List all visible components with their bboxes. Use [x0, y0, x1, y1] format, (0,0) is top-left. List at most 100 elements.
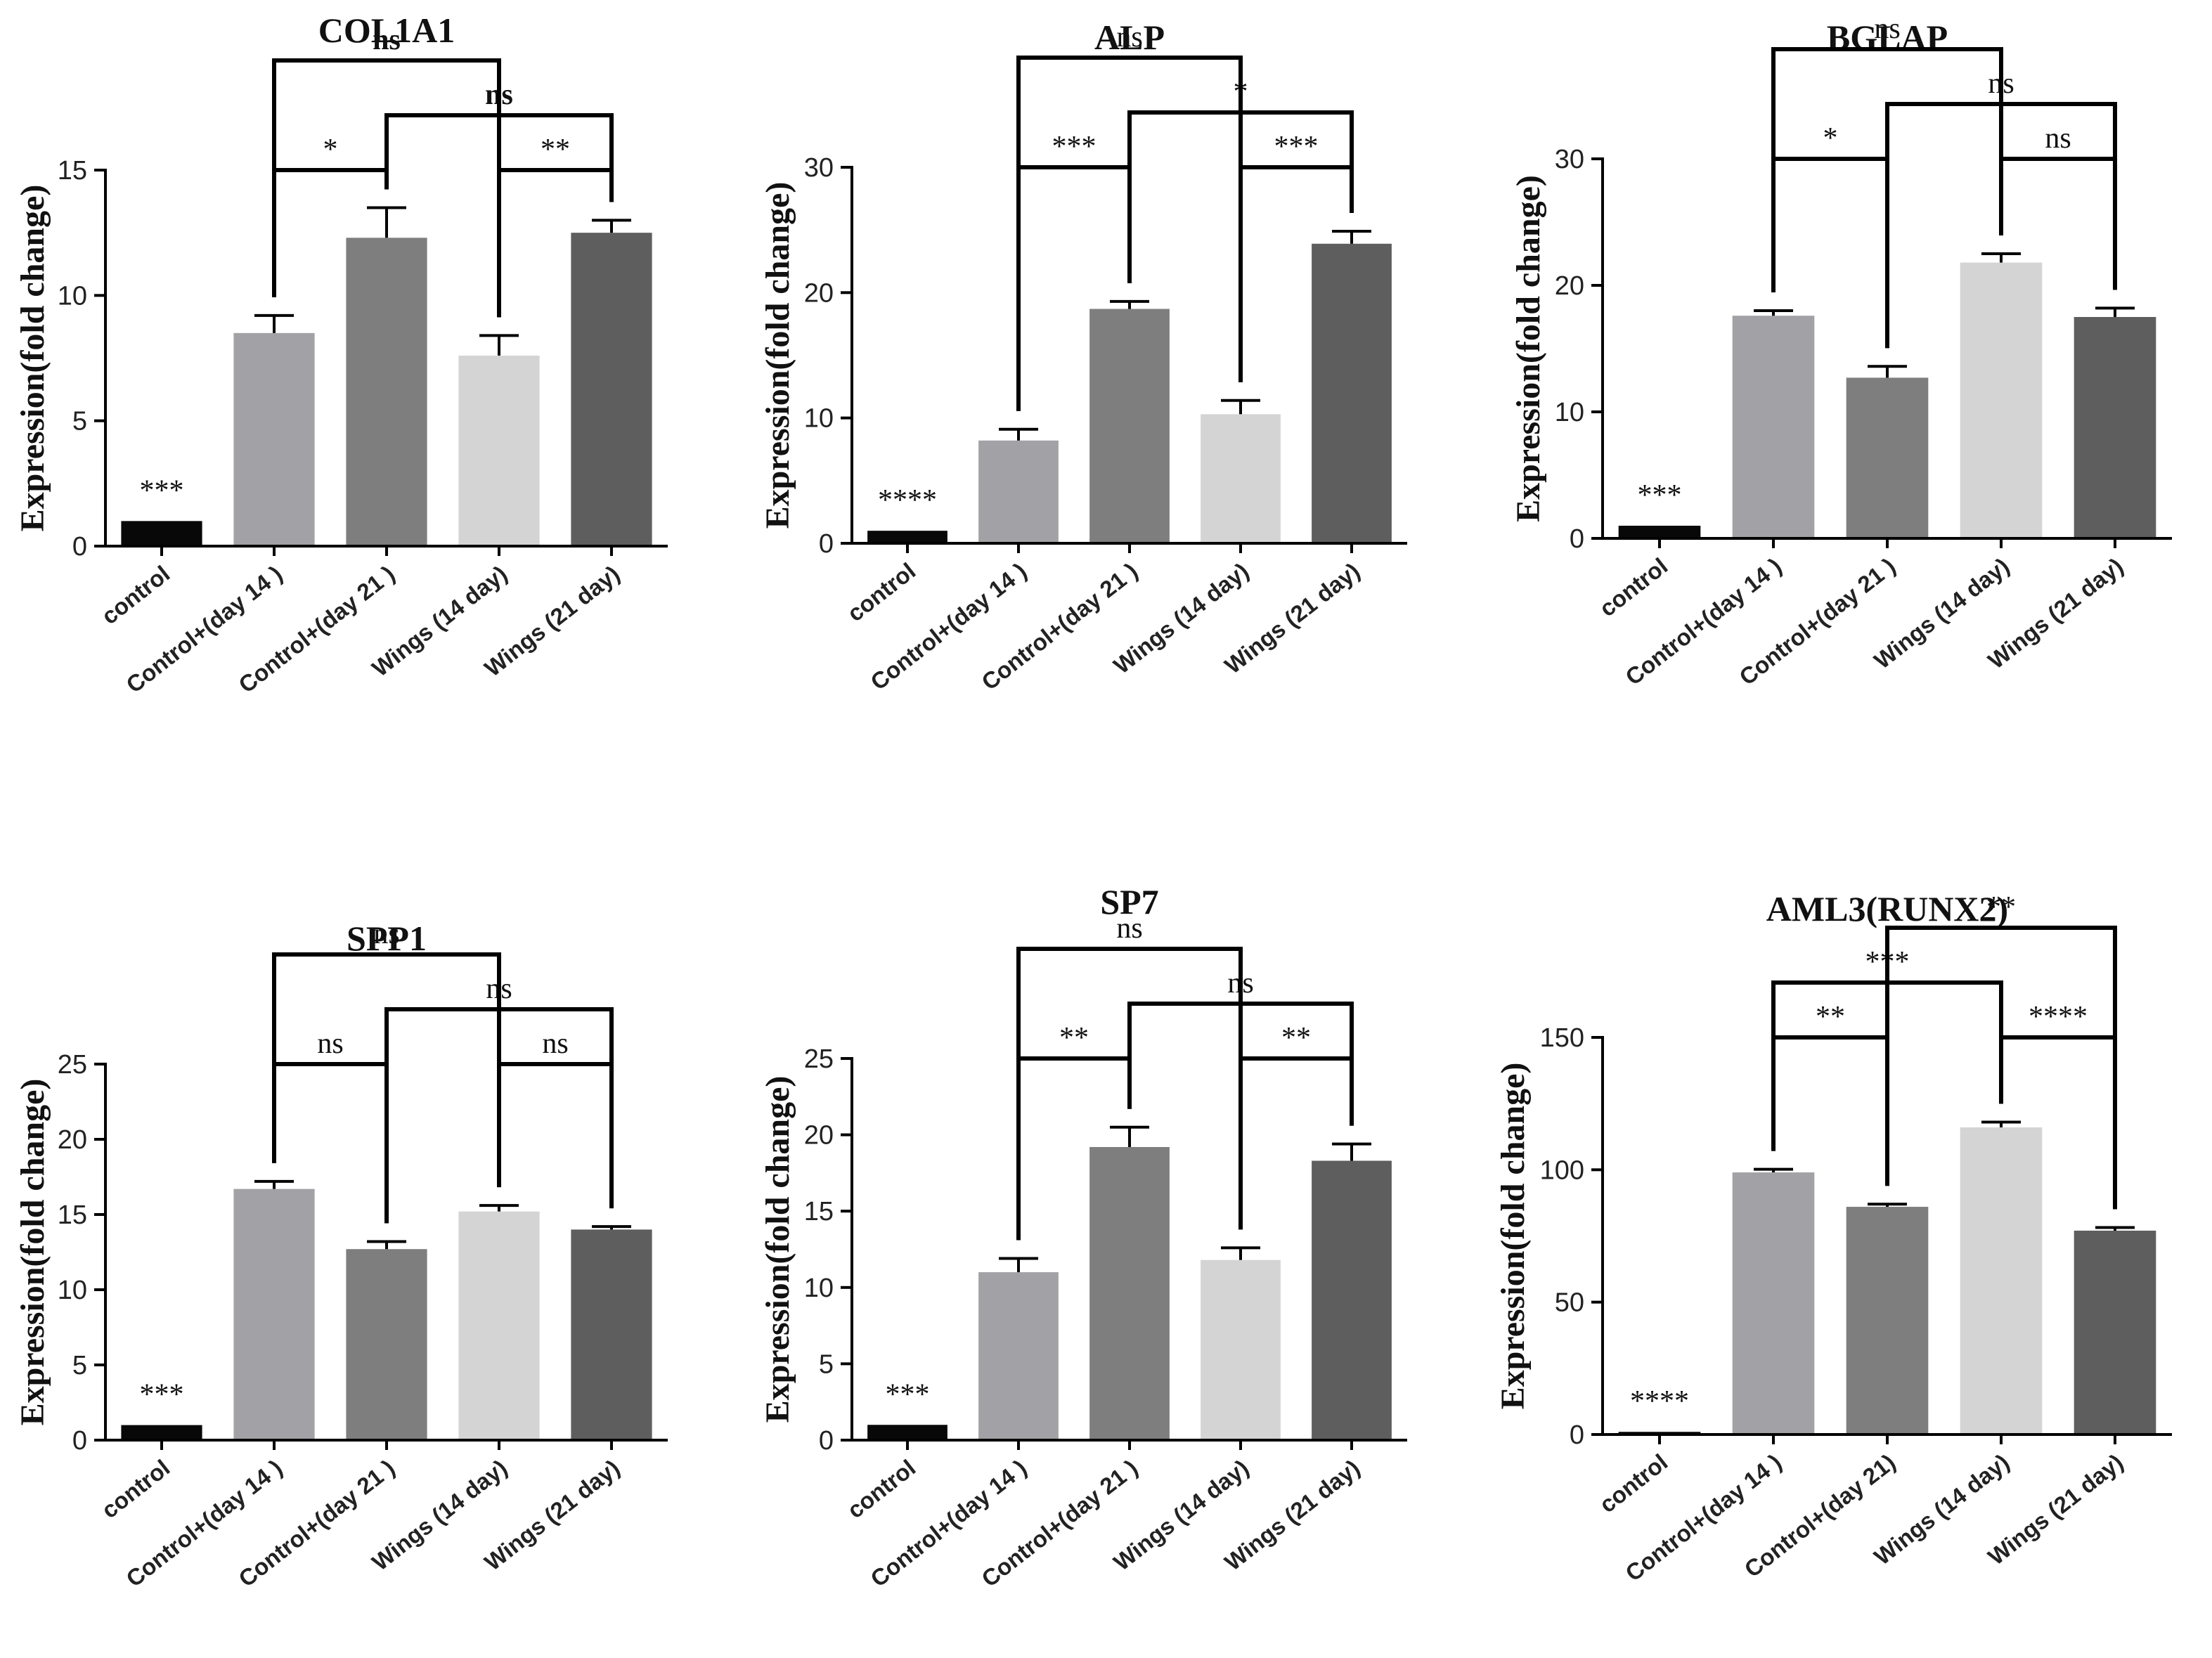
bar-control-day-21 [1846, 1207, 1929, 1434]
y-tick-label: 0 [72, 532, 87, 562]
y-tick-label: 0 [819, 529, 834, 559]
significance-label: * [1823, 122, 1838, 155]
bar-significance: *** [140, 474, 184, 507]
bar-control-day-14 [233, 1189, 315, 1440]
y-axis-label: Expression(fold change) [14, 185, 51, 532]
panel-aml3-runx2: AML3(RUNX2) Expression(fold change) 0 50 100… [1494, 889, 2172, 1586]
x-tick-label: control [842, 557, 920, 626]
significance-bracket [1016, 56, 1243, 411]
chart-title: AML3(RUNX2) [1766, 889, 2008, 928]
bar-control [1618, 526, 1701, 538]
significance-label: *** [1274, 131, 1319, 163]
significance-label: ** [1816, 1001, 1845, 1033]
significance-label: * [323, 134, 338, 166]
y-tick-label: 0 [819, 1426, 834, 1456]
y-tick-label: 10 [58, 1276, 87, 1305]
x-tick-label: control [842, 1454, 920, 1523]
bar-significance: *** [1638, 479, 1682, 512]
bar-control-day-21 [346, 238, 427, 546]
significance-bracket [1771, 1035, 1889, 1186]
y-tick-label: 20 [804, 1121, 834, 1151]
bar-control [867, 531, 947, 543]
bar-significance: *** [886, 1378, 930, 1411]
y-tick-label: 0 [1570, 524, 1584, 554]
y-tick-label: 10 [804, 1274, 834, 1303]
x-tick-label: control [1594, 552, 1672, 621]
y-tick-label: 10 [804, 404, 834, 434]
bar-wings-14-day [458, 355, 540, 546]
y-tick-label: 15 [58, 156, 87, 186]
y-tick-label: 15 [58, 1200, 87, 1230]
y-tick-label: 0 [1570, 1420, 1584, 1450]
significance-bracket [272, 952, 501, 1188]
chart-title: SP7 [1100, 882, 1158, 921]
bar-control-day-14 [233, 332, 315, 546]
significance-bracket [1016, 947, 1243, 1241]
y-tick-label: 25 [804, 1044, 834, 1074]
y-tick-label: 50 [1555, 1288, 1584, 1318]
bar-significance: *** [140, 1379, 184, 1411]
bar-wings-21-day [1312, 1160, 1392, 1440]
x-tick-label: control [1594, 1449, 1672, 1517]
significance-bracket [497, 1062, 614, 1209]
significance-label: **** [2029, 1001, 2088, 1033]
bar-significance: **** [1630, 1385, 1689, 1418]
bar-wings-14-day [1960, 1127, 2043, 1434]
y-tick-label: 20 [1555, 271, 1584, 301]
y-tick-label: 150 [1540, 1023, 1584, 1053]
y-tick-label: 30 [1555, 145, 1584, 174]
bar-wings-14-day [458, 1211, 540, 1440]
significance-label: ns [373, 24, 401, 56]
significance-label: ** [541, 134, 570, 166]
y-tick-label: 25 [58, 1050, 87, 1080]
significance-label: ns [2045, 122, 2071, 155]
chart-title: SPP1 [347, 919, 427, 958]
bar-wings-14-day [1201, 414, 1281, 543]
panel-alp: ALP Expression(fold change) 0 10 20 30 control… [759, 18, 1407, 695]
bar-control-day-21 [346, 1249, 427, 1440]
significance-label: ** [1059, 1022, 1089, 1054]
y-tick-label: 20 [58, 1125, 87, 1155]
significance-bracket [272, 58, 501, 318]
bar-control-day-14 [1732, 316, 1815, 538]
y-tick-label: 30 [804, 153, 834, 183]
significance-bracket [1885, 926, 2117, 1210]
y-tick-label: 10 [1555, 398, 1584, 427]
bar-control [121, 521, 202, 546]
y-axis-label: Expression(fold change) [1510, 175, 1547, 522]
significance-label: ** [1986, 891, 2016, 924]
bar-control-day-14 [1732, 1172, 1815, 1434]
x-tick-label: control [96, 560, 174, 629]
chart-title: ALP [1094, 18, 1165, 57]
y-axis-label: Expression(fold change) [1494, 1063, 1532, 1410]
bar-control-day-14 [978, 1272, 1059, 1440]
x-tick-label: control [96, 1454, 174, 1523]
y-axis-label: Expression(fold change) [759, 1076, 796, 1423]
y-tick-label: 10 [58, 281, 87, 311]
panel-sp7: SP7 Expression(fold change) 0 5 10 15 20 25 cont… [759, 882, 1407, 1592]
bar-wings-21-day [2074, 1230, 2156, 1434]
significance-label: *** [1052, 131, 1097, 163]
bar-wings-21-day [571, 1229, 652, 1440]
bar-control-day-14 [978, 440, 1059, 543]
bar-wings-21-day [571, 233, 652, 546]
significance-label: ns [317, 1028, 343, 1060]
bar-control [867, 1425, 947, 1440]
bar-significance: **** [878, 484, 937, 517]
y-axis-label: Expression(fold change) [759, 182, 796, 529]
y-tick-label: 5 [72, 407, 87, 436]
significance-label: ns [373, 918, 399, 950]
bar-wings-14-day [1960, 262, 2043, 538]
y-tick-label: 15 [804, 1197, 834, 1226]
y-tick-label: 5 [819, 1349, 834, 1379]
chart-title: COL1A1 [318, 11, 455, 50]
bar-wings-21-day [2074, 317, 2156, 538]
significance-label: ** [1281, 1022, 1311, 1054]
bar-control-day-21 [1089, 1146, 1170, 1440]
y-tick-label: 20 [804, 278, 834, 308]
y-tick-label: 100 [1540, 1155, 1584, 1185]
significance-label: ns [1116, 21, 1142, 53]
significance-bracket [1771, 47, 2003, 292]
